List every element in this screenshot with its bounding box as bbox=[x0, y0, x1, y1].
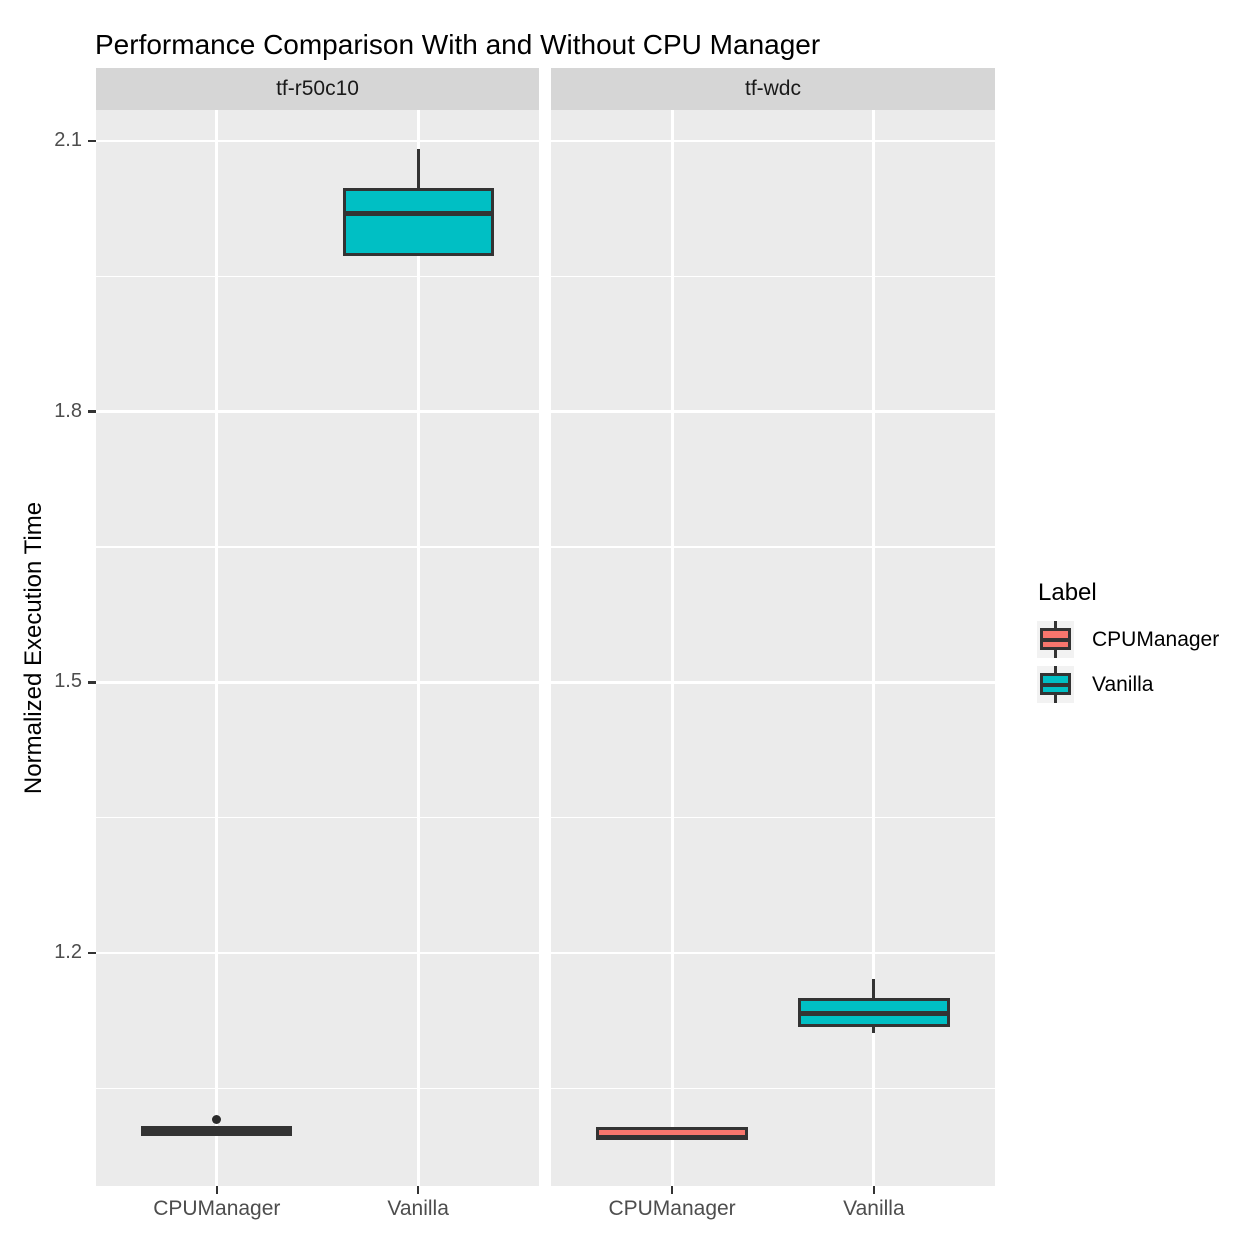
legend-key-vanilla bbox=[1037, 666, 1074, 703]
x-axis-label: Vanilla bbox=[843, 1197, 905, 1220]
median-line bbox=[141, 1128, 293, 1134]
legend-key-cpumanager bbox=[1037, 621, 1074, 658]
gridline-vertical bbox=[872, 110, 876, 1186]
y-axis-tick-label: 1.8 bbox=[54, 399, 82, 422]
whisker-upper bbox=[416, 149, 420, 190]
y-axis-tick-label: 2.1 bbox=[54, 129, 82, 151]
chart-title: Performance Comparison With and Without … bbox=[95, 29, 821, 60]
legend-label: CPUManager bbox=[1092, 628, 1220, 651]
gridline-minor bbox=[551, 546, 995, 548]
boxplot-glyph-median bbox=[1040, 637, 1071, 642]
gridline-vertical bbox=[416, 110, 420, 1186]
x-tick bbox=[872, 1186, 876, 1194]
gridline-major bbox=[96, 139, 539, 143]
whisker-lower bbox=[872, 1025, 876, 1034]
gridline-minor bbox=[551, 275, 995, 278]
y-tick bbox=[88, 410, 96, 413]
median-line bbox=[798, 1010, 950, 1016]
legend: Label CPUManager Vanilla bbox=[1037, 575, 1237, 720]
median-line bbox=[342, 210, 494, 216]
gridline-major bbox=[96, 681, 539, 684]
legend-title: Label bbox=[1038, 579, 1097, 606]
gridline-major bbox=[96, 951, 539, 955]
gridline-major bbox=[551, 139, 995, 143]
gridline-minor bbox=[96, 1087, 539, 1090]
gridline-minor bbox=[96, 275, 539, 278]
y-axis-tick-label: 1.5 bbox=[54, 670, 82, 693]
facet-strip-tf-r50c10: tf-r50c10 bbox=[96, 68, 539, 110]
legend-label: Vanilla bbox=[1092, 673, 1154, 696]
gridline-major bbox=[96, 410, 539, 413]
gridline-major bbox=[551, 951, 995, 955]
gridline-vertical bbox=[670, 110, 674, 1186]
gridline-minor bbox=[96, 546, 539, 548]
gridline-major bbox=[551, 410, 995, 413]
y-tick bbox=[88, 951, 96, 955]
gridline-major bbox=[551, 681, 995, 684]
box-vanilla bbox=[342, 188, 494, 257]
y-axis-title: Normalized Execution Time bbox=[20, 501, 47, 795]
y-tick bbox=[88, 681, 96, 684]
facet-panel-tf-r50c10 bbox=[96, 110, 539, 1186]
boxplot-glyph-median bbox=[1040, 682, 1071, 687]
gridline-vertical bbox=[215, 110, 219, 1186]
x-tick bbox=[416, 1186, 420, 1194]
facet-strip-tf-wdc: tf-wdc bbox=[551, 68, 995, 110]
x-tick bbox=[670, 1186, 674, 1194]
median-line bbox=[596, 1134, 748, 1140]
gridline-minor bbox=[551, 816, 995, 819]
y-axis-tick-label: 1.2 bbox=[54, 941, 82, 963]
x-axis-label: CPUManager bbox=[608, 1197, 736, 1220]
x-axis-label: CPUManager bbox=[153, 1197, 281, 1220]
gridline-minor bbox=[96, 816, 539, 819]
facet-panel-tf-wdc bbox=[551, 110, 995, 1186]
x-tick bbox=[215, 1186, 219, 1194]
y-tick bbox=[88, 139, 96, 143]
whisker-upper bbox=[872, 979, 876, 1000]
x-axis-label: Vanilla bbox=[387, 1197, 449, 1220]
gridline-minor bbox=[551, 1087, 995, 1090]
outlier-point bbox=[212, 1115, 222, 1125]
